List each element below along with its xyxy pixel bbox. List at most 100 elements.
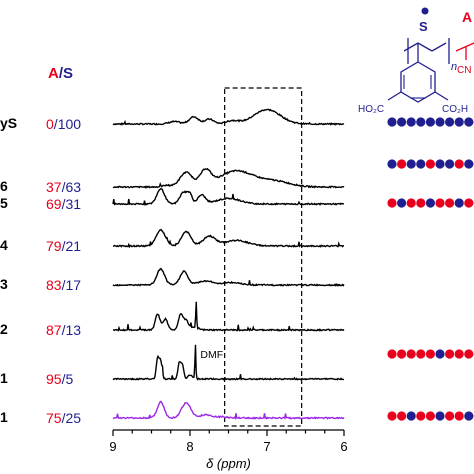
- spectrum-line-5: [112, 267, 345, 287]
- sequence-bead-7-6: [435, 349, 445, 359]
- sample-label-7: 1: [0, 370, 8, 386]
- ratio-a-8: 75: [46, 410, 62, 426]
- ratio-label-6: 87/13: [46, 322, 81, 338]
- sequence-dots-group: [387, 117, 474, 421]
- highlight-region-box: [224, 87, 303, 427]
- ratio-label-4: 79/21: [46, 238, 81, 254]
- sample-label-4: 4: [0, 237, 8, 253]
- sequence-bead-8-8: [454, 411, 464, 421]
- spectra-group: [112, 108, 345, 421]
- ratio-slash-5: /: [62, 277, 66, 293]
- sequence-bead-1-9: [464, 117, 474, 127]
- sequence-bead-8-6: [435, 411, 445, 421]
- sequence-bead-8-9: [464, 411, 474, 421]
- sequence-bead-3-4: [416, 198, 426, 208]
- sequence-bead-3-5: [425, 198, 435, 208]
- ratio-s-5: 17: [65, 277, 81, 293]
- sequence-bead-3-7: [445, 198, 455, 208]
- ho2c-label: HO₂C: [358, 104, 384, 115]
- ratio-label-2: 37/63: [46, 179, 81, 195]
- ratio-label-1: 0/100: [46, 116, 81, 132]
- ratio-a-5: 83: [46, 277, 62, 293]
- sequence-bead-2-4: [416, 159, 426, 169]
- sequence-bead-2-1: [387, 159, 397, 169]
- structure-s-label: S: [419, 19, 428, 34]
- ratio-label-5: 83/17: [46, 277, 81, 293]
- ratio-a-4: 79: [46, 238, 62, 254]
- sample-label-6: 2: [0, 321, 8, 337]
- sequence-bead-7-3: [406, 349, 416, 359]
- sequence-bead-3-8: [454, 198, 464, 208]
- sequence-bead-8-2: [397, 411, 407, 421]
- sequence-bead-1-2: [397, 117, 407, 127]
- sequence-bead-3-3: [406, 198, 416, 208]
- sequence-bead-7-4: [416, 349, 426, 359]
- sequence-bead-3-6: [435, 198, 445, 208]
- ratio-label-8: 75/25: [46, 410, 81, 426]
- ratio-s-1: 100: [58, 116, 82, 132]
- spectrum-line-2: [112, 167, 345, 189]
- sequence-bead-1-5: [425, 117, 435, 127]
- dmf-annotation: DMF: [200, 349, 223, 361]
- ratio-s-2: 63: [65, 179, 81, 195]
- sample-label-8: 1: [0, 409, 8, 425]
- sequence-bead-7-2: [397, 349, 407, 359]
- backbone-bond-1: [403, 42, 419, 52]
- sequence-bead-2-7: [445, 159, 455, 169]
- sequence-bead-8-4: [416, 411, 426, 421]
- sample-label-2: 6: [0, 178, 8, 194]
- spectrum-line-3: [112, 187, 345, 207]
- acid-bond-right: [434, 91, 449, 101]
- structure-a-label: A: [462, 9, 472, 25]
- x-axis: 9 8 7 6: [109, 429, 348, 454]
- sequence-bead-3-2: [397, 198, 407, 208]
- ratio-slash-2: /: [62, 179, 66, 195]
- sequence-bead-8-1: [387, 411, 397, 421]
- ratio-s-6: 13: [65, 322, 81, 338]
- sequence-bead-3-1: [387, 198, 397, 208]
- x-tick-label-6: 6: [340, 439, 347, 454]
- header-a-letter: A: [48, 65, 59, 82]
- header-s-letter: S: [63, 65, 73, 82]
- ratio-a-3: 69: [46, 196, 62, 212]
- x-tick-label-8: 8: [186, 439, 193, 454]
- ratio-a-2: 37: [46, 179, 62, 195]
- sequence-bead-2-6: [435, 159, 445, 169]
- sequence-bead-7-5: [425, 349, 435, 359]
- x-tick-label-7: 7: [263, 439, 270, 454]
- sequence-bead-1-8: [454, 117, 464, 127]
- x-axis-label: δ (ppm): [206, 456, 251, 471]
- ratio-slash-1: /: [54, 116, 58, 132]
- sample-label-1: yS: [0, 115, 17, 131]
- ratio-a-6: 87: [46, 322, 62, 338]
- sequence-bead-3-9: [464, 198, 474, 208]
- cn-label: CN: [457, 65, 471, 76]
- svg-text:A/S: A/S: [48, 65, 73, 82]
- sequence-bead-7-1: [387, 349, 397, 359]
- sample-label-3: 5: [0, 195, 8, 211]
- monomer-structure: S A n CN HO₂C CO₂H: [358, 7, 474, 115]
- sample-label-5: 3: [0, 276, 8, 292]
- sequence-bead-2-9: [464, 159, 474, 169]
- sequence-bead-1-1: [387, 117, 397, 127]
- ratio-slash-7: /: [62, 371, 66, 387]
- backbone-bond-3: [431, 42, 447, 52]
- ratio-a-7: 95: [46, 371, 62, 387]
- sequence-bead-7-8: [454, 349, 464, 359]
- co2h-label: CO₂H: [442, 104, 468, 115]
- ratio-slash-6: /: [62, 322, 66, 338]
- ratio-label-3: 69/31: [46, 196, 81, 212]
- ratio-a-1: 0: [46, 116, 54, 132]
- sequence-bead-1-6: [435, 117, 445, 127]
- ratio-s-7: 5: [65, 371, 73, 387]
- spectrum-line-7: [112, 344, 345, 381]
- ratio-slash-4: /: [62, 238, 66, 254]
- ratio-slash-8: /: [62, 410, 66, 426]
- sequence-bead-7-7: [445, 349, 455, 359]
- sequence-bead-8-3: [406, 411, 416, 421]
- sequence-bead-2-2: [397, 159, 407, 169]
- sequence-bead-8-7: [445, 411, 455, 421]
- ratio-slash-3: /: [62, 196, 66, 212]
